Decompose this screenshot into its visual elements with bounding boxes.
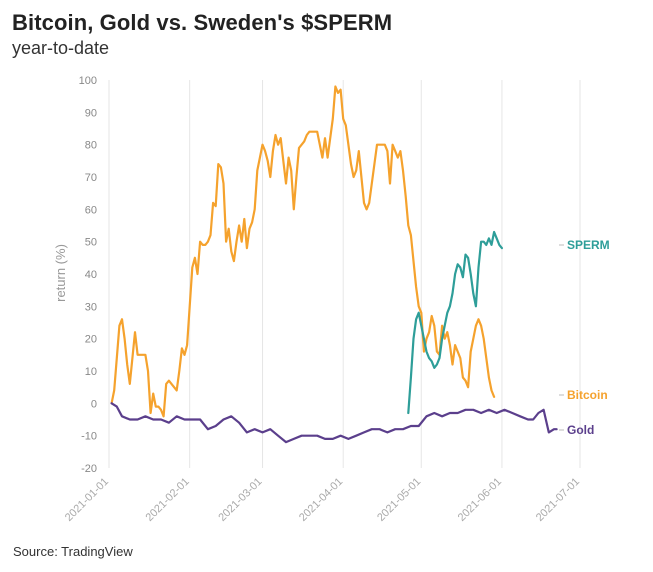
x-tick-label: 2021-03-01 (216, 476, 264, 524)
chart-subtitle: year-to-date (12, 38, 110, 58)
y-tick-label: 40 (85, 269, 97, 281)
x-tick-label: 2021-04-01 (297, 476, 345, 524)
series-label-bitcoin: Bitcoin (567, 388, 608, 402)
series-line-sperm (407, 230, 503, 415)
label-layer: SPERM Bitcoin Gold (559, 238, 610, 437)
y-tick-label: -20 (81, 463, 97, 475)
y-tick-label: 100 (79, 75, 97, 87)
source-note: Source: TradingView (13, 544, 133, 559)
y-tick-label: 50 (85, 237, 97, 249)
y-tick-label: 60 (85, 204, 97, 216)
chart-svg: 2021-01-01 2021-02-01 2021-03-01 2021-04-01… (53, 75, 610, 524)
y-axis-label: return (%) (53, 244, 68, 302)
y-tick-label: 20 (85, 334, 97, 346)
y-tick-label: 0 (91, 398, 97, 410)
y-tick-label: 80 (85, 140, 97, 152)
x-tick-label: 2021-06-01 (456, 476, 504, 524)
series-line-bitcoin (110, 85, 496, 418)
y-tick-label: 90 (85, 107, 97, 119)
axis-layer: 2021-01-01 2021-02-01 2021-03-01 2021-04-01… (63, 75, 582, 524)
y-tick-label: 70 (85, 172, 97, 184)
x-tick-label: 2021-01-01 (63, 476, 111, 524)
x-tick-label: 2021-02-01 (144, 476, 192, 524)
series-label-gold: Gold (567, 423, 594, 437)
series-label-sperm: SPERM (567, 238, 610, 252)
x-tick-label: 2021-05-01 (375, 476, 423, 524)
y-tick-label: -10 (81, 431, 97, 443)
y-tick-label: 10 (85, 366, 97, 378)
x-tick-label: 2021-07-01 (534, 476, 582, 524)
series-line-gold (110, 402, 558, 444)
chart-title: Bitcoin, Gold vs. Sweden's $SPERM (12, 10, 393, 35)
series-layer (110, 85, 558, 444)
grid-layer (108, 80, 581, 468)
y-tick-label: 30 (85, 301, 97, 313)
